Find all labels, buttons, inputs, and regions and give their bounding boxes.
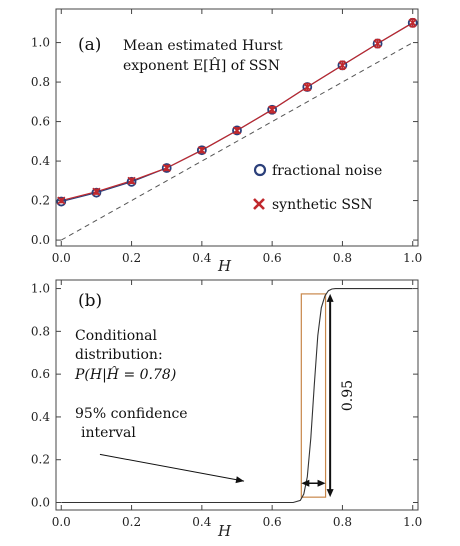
point-synthetic-ssn (268, 105, 277, 114)
point-synthetic-ssn (197, 146, 206, 155)
y-tick-label: 0.0 (31, 233, 50, 247)
ci-height-arrowhead (326, 293, 334, 302)
legend-label-synthetic-ssn: synthetic SSN (272, 197, 373, 213)
x-tick-label: 0.4 (192, 251, 211, 265)
x-tick-label: 0.8 (333, 515, 352, 529)
y-tick-label: 0.8 (31, 75, 50, 89)
ci-height-arrowhead (326, 489, 334, 498)
x-marker-stroke (232, 126, 242, 135)
x-marker-stroke (127, 176, 136, 185)
x-tick-label: 0.0 (52, 251, 71, 265)
point-fractional-noise (161, 163, 172, 173)
annotation-line-3: P(H|Ĥ = 0.78) (74, 365, 176, 383)
confidence-interval-box (300, 293, 327, 498)
legend-label-fractional-noise: fractional noise (272, 163, 382, 179)
panel-a-frame (55, 8, 419, 247)
y-tick-label: 0.6 (31, 367, 50, 381)
ci-width-arrowhead (317, 479, 326, 487)
y-tick-label: 0.8 (31, 324, 50, 338)
x-tick-label: 0.2 (122, 515, 141, 529)
x-tick-label: 0.2 (122, 251, 141, 265)
point-synthetic-ssn (57, 196, 66, 205)
pointer-arrowhead (235, 476, 245, 484)
point-fractional-noise (267, 104, 278, 115)
point-fractional-noise (232, 125, 242, 136)
panel-a-label: (a) (78, 35, 101, 55)
x-tick-label: 0.8 (333, 251, 352, 265)
x-tick-label: 1.0 (403, 251, 422, 265)
x-marker-stroke (408, 18, 417, 27)
point-synthetic-ssn (127, 176, 136, 185)
point-synthetic-ssn (92, 187, 101, 196)
x-marker-stroke (268, 105, 277, 114)
y-tick-label: 0.2 (31, 194, 50, 208)
annotation-line-1: Conditional (75, 328, 157, 344)
point-fractional-noise (56, 196, 67, 207)
x-marker-stroke (57, 196, 66, 205)
legend: fractional noise synthetic SSN (253, 163, 382, 213)
x-tick-label: 0.6 (263, 515, 282, 529)
point-synthetic-ssn (232, 126, 242, 135)
point-synthetic-ssn (338, 60, 347, 71)
panel-b-frame (55, 279, 419, 511)
y-tick-label: 0.6 (31, 115, 50, 129)
panel-a: 0.0 0.2 0.4 0.6 0.8 1.0 0.0 0.2 0.4 0.6 0.8 1.0 (a)… (31, 8, 422, 275)
panel-b-x-axis-label: H (217, 522, 232, 540)
reference-diagonal-line (61, 42, 413, 241)
x-marker-stroke (92, 187, 101, 196)
conditional-cdf-curve (61, 288, 413, 504)
legend-marker-synthetic-ssn (253, 198, 265, 210)
panel-a-title-line-2: exponent E[Ĥ] of SSN (123, 56, 280, 74)
x-marker-stroke (373, 39, 382, 48)
panel-b-label: (b) (78, 291, 102, 311)
x-tick-label: 0.0 (52, 515, 71, 529)
y-tick-label: 0.0 (31, 496, 50, 510)
point-synthetic-ssn (408, 18, 417, 28)
legend-marker-fractional-noise (253, 163, 267, 177)
panel-b: 0.0 0.2 0.4 0.6 0.8 1.0 0.0 0.2 0.4 0.6 0.8 1.0 (b)… (31, 279, 422, 540)
panel-a-title-line-1: Mean estimated Hurst (123, 38, 283, 54)
point-synthetic-ssn (303, 82, 312, 92)
ci-label-line-2: interval (81, 425, 136, 441)
panel-a-x-axis-label: H (217, 257, 232, 275)
y-tick-label: 0.2 (31, 453, 50, 467)
point-synthetic-ssn (162, 163, 171, 173)
x-tick-label: 1.0 (403, 515, 422, 529)
y-tick-label: 1.0 (31, 36, 50, 50)
x-marker-stroke (338, 61, 347, 70)
point-synthetic-ssn (373, 38, 382, 49)
x-marker-stroke (162, 163, 171, 173)
ci-value-label: 0.95 (340, 380, 356, 411)
x-tick-label: 0.6 (263, 251, 282, 265)
annotation-line-2: distribution: (75, 347, 163, 363)
y-tick-label: 0.4 (31, 154, 50, 168)
ci-width-arrowhead (301, 479, 310, 487)
x-marker-stroke (303, 82, 312, 92)
x-tick-label: 0.4 (192, 515, 211, 529)
x-marker-stroke (197, 146, 206, 155)
ci-label-line-1: 95% confidence (75, 406, 188, 422)
pointer-arrow (99, 453, 245, 482)
y-tick-label: 1.0 (31, 282, 50, 296)
point-fractional-noise (196, 145, 207, 156)
y-tick-label: 0.4 (31, 410, 50, 424)
